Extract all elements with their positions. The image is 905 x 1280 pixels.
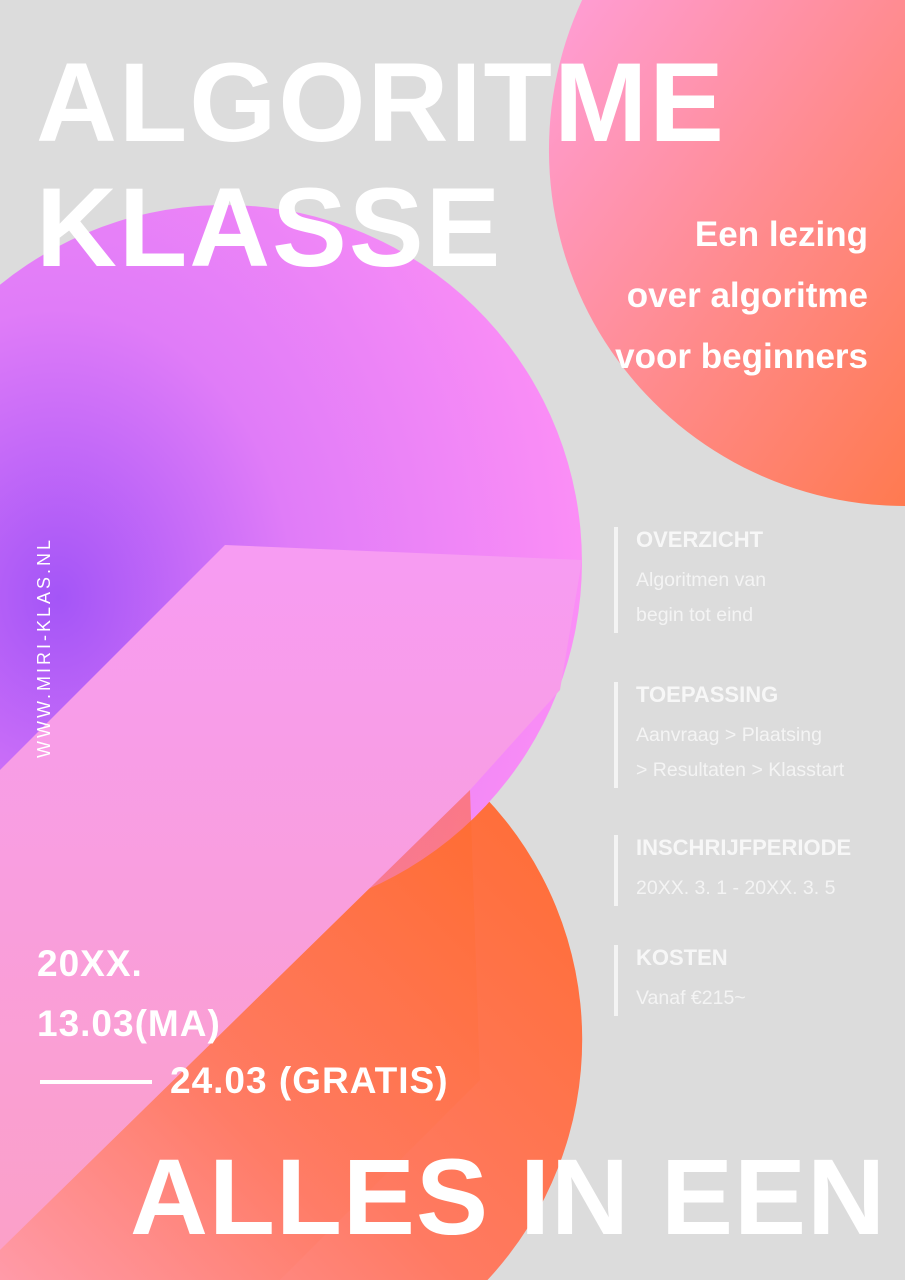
- subtitle: Een lezing over algoritme voor beginners: [615, 204, 868, 387]
- info-text: Vanaf €215~: [636, 987, 746, 1009]
- subtitle-line-3: voor beginners: [615, 337, 868, 376]
- date-year: 20XX.: [37, 943, 143, 984]
- info-inschrijfperiode: INSCHRIJFPERIODE 20XX. 3. 1 - 20XX. 3. 5: [614, 835, 905, 906]
- info-heading: KOSTEN: [636, 945, 728, 970]
- date-start: 13.03(MA): [37, 1003, 221, 1044]
- top-right-circle: [548, 0, 905, 506]
- title-line-2: KLASSE: [36, 165, 503, 290]
- info-text: Algoritmen van: [636, 569, 767, 591]
- info-kosten: KOSTEN Vanaf €215~: [614, 945, 905, 1016]
- info-text: > Resultaten > Klasstart: [636, 759, 845, 781]
- diagonal-pink-band: [0, 545, 582, 1250]
- info-heading: OVERZICHT: [636, 527, 764, 552]
- info-heading: TOEPASSING: [636, 682, 779, 707]
- info-overzicht: OVERZICHT Algoritmen van begin tot eind: [614, 527, 905, 633]
- subtitle-line-1: Een lezing: [694, 215, 868, 254]
- info-text: begin tot eind: [636, 604, 754, 626]
- title-line-1: ALGORITME: [36, 40, 726, 165]
- date-range-dash: [40, 1080, 152, 1084]
- info-heading: INSCHRIJFPERIODE: [636, 835, 852, 860]
- info-toepassing: TOEPASSING Aanvraag > Plaatsing > Result…: [614, 682, 905, 788]
- tagline: ALLES IN EEN: [130, 1136, 887, 1257]
- date-end: 24.03 (GRATIS): [170, 1060, 449, 1101]
- info-text: Aanvraag > Plaatsing: [636, 724, 822, 746]
- info-text: 20XX. 3. 1 - 20XX. 3. 5: [636, 877, 836, 899]
- diagonal-band-overlap: [0, 790, 480, 1280]
- website-link[interactable]: WWW.MIRI-KLAS.NL: [34, 536, 54, 758]
- subtitle-line-2: over algoritme: [626, 276, 868, 315]
